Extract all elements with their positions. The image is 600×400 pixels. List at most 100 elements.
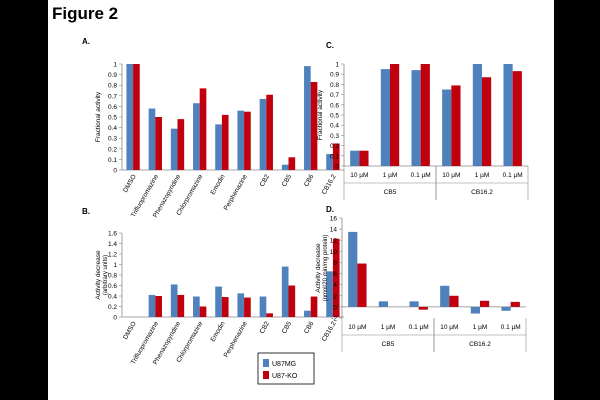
chart1-bar-u87ko — [288, 285, 296, 317]
chart1-bar-u87ko — [332, 238, 340, 317]
figure-page: Figure 2 A. 0 0.1 0.2 0.3 0.4 0.5 0.6 0.7 0.8 0.9 1… — [48, 0, 554, 400]
chart1-x-tick-label: CB5 — [281, 320, 294, 335]
chart0-y-tick-label: 0.1 — [108, 157, 117, 164]
chart1-y-tick-label: 1 — [113, 262, 117, 269]
chart0-y-tick-label: 0.2 — [108, 146, 117, 153]
chart1-y-tick-label: 0 — [113, 315, 117, 322]
chart1-x-tick-label: Perphenazine — [223, 320, 249, 359]
chart2-y-tick-label: 0.8 — [330, 82, 339, 89]
figure-title: Figure 2 — [52, 4, 119, 23]
chart0-x-tick-label: DMSO — [122, 174, 138, 194]
chart2-bar-u87ko — [482, 77, 492, 166]
chart2-bar-u87mg — [380, 69, 390, 166]
chart0-bar-u87mg — [237, 110, 245, 170]
chart1-bar-u87ko — [155, 296, 162, 317]
chart2-x-tick-label: 1 µM — [475, 172, 490, 179]
chart2-y-tick-label: 0.9 — [330, 72, 339, 79]
chart2-bar-u87ko — [359, 150, 369, 166]
chart2-bar-u87ko — [390, 64, 400, 166]
chart2-x-tick-label: 10 µM — [350, 172, 368, 179]
chart3-y-tick-label: 4 — [333, 282, 337, 289]
chart1-x-tick-label: CB16.2 — [321, 320, 338, 343]
chart1-bar-u87mg — [215, 286, 222, 317]
chart0-y-tick-label: 0.5 — [108, 115, 117, 122]
chart2-y-tick-label: 0.4 — [330, 123, 339, 130]
chart0-y-tick-label: 0.7 — [108, 93, 117, 100]
chart1-y-tick-label: 1.4 — [108, 241, 117, 248]
chart2-bar-u87mg — [350, 150, 360, 166]
chart1-x-tick-label: CB6 — [303, 320, 316, 335]
chart0-bar-u87mg — [281, 164, 289, 170]
chart3-y-tick-label: 6 — [333, 271, 337, 278]
chart3-x-tick-label: 1 µM — [473, 324, 488, 331]
chart1-bar-u87mg — [193, 296, 200, 317]
chart0-bar-u87ko — [155, 117, 162, 170]
chart0-bar-u87mg — [126, 64, 134, 170]
chart1-bar-u87mg — [237, 293, 245, 317]
chart0-x-tick-label: Perphenazine — [223, 173, 249, 212]
chart2-bar-u87mg — [411, 70, 421, 166]
chart3-y-tick-label: 8 — [333, 260, 337, 267]
chart1-y-label: Activity decrease — [95, 250, 102, 300]
chart3-x-tick-label: 10 µM — [440, 324, 458, 331]
chart0-bar-u87mg — [193, 103, 200, 170]
chart1-x-tick-label: CB2 — [259, 320, 272, 335]
chart3-bar-u87mg — [409, 301, 419, 307]
chart3-y-tick-label: 12 — [330, 238, 338, 245]
chart1-x-tick-label: Emodin — [210, 320, 227, 343]
chart2-bar-u87mg — [503, 64, 513, 166]
chart3-bar-u87mg — [378, 301, 388, 307]
chart2-bar-u87ko — [512, 71, 522, 166]
chart1-panel-letter: B. — [82, 207, 90, 216]
chart2-panel-letter: C. — [326, 41, 334, 50]
chart2-y-tick-label: 0.3 — [330, 133, 339, 140]
chart1-bar-u87mg — [326, 271, 333, 317]
chart0-x-tick-label: CB2 — [259, 173, 272, 188]
chart3-y-tick-label: 16 — [330, 216, 338, 223]
chart2-y-tick-label: 0.1 — [330, 153, 339, 160]
chart3-bar-u87mg — [470, 306, 480, 314]
chart3-y-tick-label: -2 — [331, 316, 337, 323]
chart1-y-label-2: (arbitrary units) — [103, 255, 109, 295]
chart1-y-tick-label: 0.2 — [108, 304, 117, 311]
chart1-y-tick-label: 0.4 — [108, 294, 117, 301]
chart2-y-tick-label: 0.2 — [330, 143, 339, 150]
chart1-y-tick-label: 1.2 — [108, 252, 117, 259]
chart3-x-tick-label: 0.1 µM — [501, 324, 521, 331]
legend-swatch-u87mg — [263, 359, 269, 367]
chart0-bar-u87ko — [177, 119, 185, 170]
chart3-bar-u87mg — [348, 231, 358, 307]
legend-label: U87-KO — [272, 373, 298, 380]
chart2-x-tick-label: 0.1 µM — [411, 172, 431, 179]
chart1-bar-u87ko — [266, 313, 273, 317]
chart0-bar-u87ko — [288, 157, 296, 170]
chart2-bar-u87mg — [472, 64, 482, 166]
chart0-bar-u87ko — [266, 94, 273, 170]
chart3-group-label: CB16.2 — [469, 341, 491, 348]
chart1-bar-u87ko — [199, 306, 207, 317]
chart2-group-label: CB16.2 — [471, 189, 493, 196]
chart3-y-label: Activity decrease — [315, 243, 322, 293]
chart3-group-label: CB5 — [382, 341, 395, 348]
chart3-bar-u87ko — [449, 295, 459, 307]
chart0-x-tick-label: CB16.2 — [321, 173, 338, 196]
chart2-x-tick-label: 10 µM — [442, 172, 460, 179]
chart0-y-tick-label: 0.6 — [108, 104, 117, 111]
chart2-bar-u87mg — [442, 89, 452, 166]
chart0-bar-u87mg — [148, 108, 156, 170]
chart3-bar-u87mg — [501, 306, 511, 311]
chart3-x-tick-label: 1 µM — [381, 324, 396, 331]
chart1-x-tick-label: DMSO — [122, 321, 138, 341]
chart0-bar-u87mg — [215, 124, 222, 170]
chart3-x-tick-label: 10 µM — [348, 324, 366, 331]
chart1-bar-u87mg — [281, 266, 289, 317]
chart0-bar-u87ko — [244, 111, 251, 170]
chart0-x-tick-label: Emodin — [210, 173, 227, 196]
chart1-bar-u87mg — [259, 296, 267, 317]
figure-canvas: A. 0 0.1 0.2 0.3 0.4 0.5 0.6 0.7 0.8 0.9 1 Fractiona… — [82, 37, 529, 385]
chart0-x-tick-label: CB5 — [281, 173, 294, 188]
chart2-x-tick-label: 1 µM — [383, 172, 398, 179]
chart1-bar-u87mg — [170, 284, 178, 317]
chart1-bar-u87ko — [310, 296, 318, 317]
chart0-bar-u87mg — [326, 154, 333, 170]
